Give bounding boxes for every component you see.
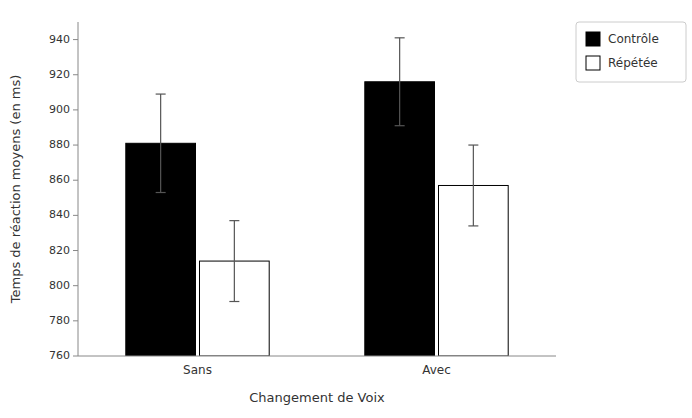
chart-container: 760 780 800 820 840 860 880 900 920 940 Sans Avec Ch…: [0, 0, 692, 418]
y-tick: [73, 74, 78, 75]
y-tick: [73, 215, 78, 216]
y-tick-label: 920: [49, 68, 70, 81]
error-line: [160, 94, 161, 192]
y-tick: [73, 39, 78, 40]
error-bar: [468, 145, 478, 226]
legend-label: Contrôle: [608, 32, 659, 46]
error-cap: [156, 93, 166, 94]
y-tick-label: 900: [49, 103, 70, 116]
error-cap: [156, 192, 166, 193]
y-axis-line: [78, 22, 79, 356]
error-cap: [229, 220, 239, 221]
x-tick-label: Avec: [422, 363, 451, 377]
y-tick: [73, 109, 78, 110]
error-cap: [468, 144, 478, 145]
error-bar: [156, 94, 166, 192]
y-tick: [73, 285, 78, 286]
legend-box: [576, 22, 686, 82]
y-tick-label: 820: [49, 244, 70, 257]
error-cap: [468, 225, 478, 226]
y-tick: [73, 250, 78, 251]
y-axis-label: Temps de réaction moyens (en ms): [8, 75, 23, 305]
y-tick-label: 860: [49, 173, 70, 186]
plot-area: [126, 38, 508, 356]
y-tick-label: 840: [49, 208, 70, 221]
x-axis-label: Changement de Voix: [249, 390, 385, 405]
series: [126, 82, 435, 356]
error-bar: [395, 38, 405, 126]
legend-swatch: [586, 32, 600, 46]
error-cap: [395, 37, 405, 38]
legend-swatch: [586, 56, 600, 70]
error-line: [234, 221, 235, 302]
chart: 760 780 800 820 840 860 880 900 920 940 Sans Avec Ch…: [0, 0, 692, 418]
series: [200, 185, 509, 356]
error-line: [399, 38, 400, 126]
y-tick-label: 760: [49, 349, 70, 362]
y-tick: [73, 180, 78, 181]
y-tick-label: 800: [49, 279, 70, 292]
y-tick-label: 780: [49, 314, 70, 327]
error-cap: [395, 125, 405, 126]
error-bar: [229, 221, 239, 302]
error-cap: [229, 301, 239, 302]
x-axis-line: [78, 356, 556, 357]
y-tick: [73, 145, 78, 146]
legend-label: Répétée: [608, 56, 658, 70]
y-tick-label: 880: [49, 138, 70, 151]
x-tick-label: Sans: [183, 363, 212, 377]
error-line: [473, 145, 474, 226]
y-tick-label: 940: [49, 33, 70, 46]
y-tick: [73, 320, 78, 321]
axes: 760 780 800 820 840 860 880 900 920 940 Sans Avec: [49, 22, 556, 377]
legend: Contrôle Répétée: [576, 22, 686, 82]
y-tick: [73, 356, 78, 357]
